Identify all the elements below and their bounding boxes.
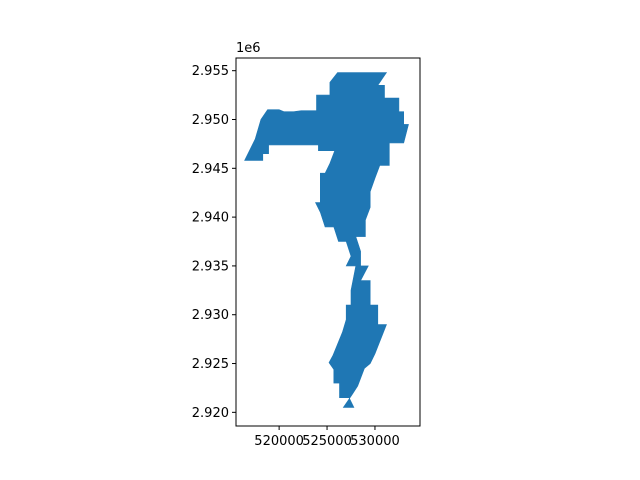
y-tick-label: 2.955 bbox=[192, 64, 229, 79]
y-offset-label: 1e6 bbox=[236, 41, 261, 56]
y-tick-label: 2.950 bbox=[192, 113, 229, 128]
y-tick-label: 2.945 bbox=[192, 162, 229, 177]
x-tick-label: 520000 bbox=[254, 434, 304, 449]
region-polygon bbox=[244, 72, 409, 408]
y-tick-label: 2.930 bbox=[192, 308, 229, 323]
x-tick-label: 525000 bbox=[302, 434, 352, 449]
y-tick-label: 2.925 bbox=[192, 357, 229, 372]
x-tick-label: 530000 bbox=[350, 434, 400, 449]
plot-area bbox=[235, 57, 421, 427]
y-tick-label: 2.940 bbox=[192, 211, 229, 226]
axes-frame bbox=[235, 57, 421, 427]
y-axis: 2.920 2.925 2.930 2.935 2.940 2.945 2.950 2.955 bbox=[192, 64, 236, 421]
y-tick-label: 2.935 bbox=[192, 259, 229, 274]
y-tick-label: 2.920 bbox=[192, 406, 229, 421]
